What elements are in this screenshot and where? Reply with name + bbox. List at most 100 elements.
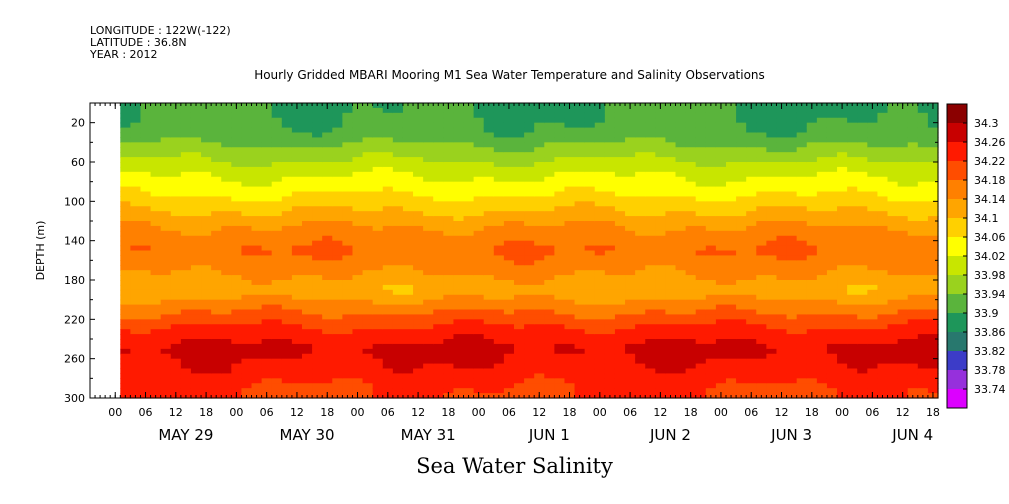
heatmap-cell [736, 216, 747, 222]
heatmap-cell [665, 265, 677, 271]
heatmap-cell [897, 363, 909, 370]
heatmap-cell [534, 294, 545, 301]
heatmap-cell [514, 211, 525, 217]
heatmap-cell [685, 373, 697, 379]
heatmap-cell [261, 250, 273, 257]
heatmap-cell [796, 221, 808, 227]
heatmap-cell [291, 221, 303, 227]
heatmap-cell [524, 225, 535, 232]
heatmap-cell [847, 245, 858, 252]
heatmap-cell [857, 250, 868, 257]
heatmap-cell [554, 112, 566, 119]
heatmap-cell [756, 280, 767, 286]
heatmap-cell [796, 353, 808, 360]
heatmap-cell [584, 280, 596, 286]
heatmap-cell [190, 294, 202, 301]
heatmap-cell [776, 206, 788, 212]
heatmap-cell [766, 132, 778, 139]
heatmap-cell [382, 181, 394, 188]
heatmap-cell [786, 230, 798, 237]
heatmap-cell [655, 324, 667, 330]
heatmap-cell [887, 245, 899, 252]
heatmap-cell [655, 309, 667, 316]
heatmap-cell [776, 339, 788, 345]
heatmap-cell [493, 142, 505, 148]
heatmap-cell [625, 152, 636, 158]
heatmap-cell [170, 225, 182, 232]
heatmap-cell [826, 270, 838, 276]
heatmap-cell [281, 201, 293, 207]
heatmap-cell [847, 162, 858, 168]
heatmap-cell [312, 265, 323, 271]
heatmap-cell [160, 329, 172, 335]
heatmap-cell [776, 324, 788, 330]
heatmap-cell [352, 142, 364, 148]
heatmap-cell [705, 176, 717, 183]
heatmap-cell [695, 181, 707, 188]
heatmap-cell [776, 388, 788, 394]
heatmap-cell [907, 147, 919, 153]
heatmap-cell [826, 373, 838, 379]
heatmap-cell [281, 270, 293, 276]
latitude-label: LATITUDE : 36.8N [90, 36, 187, 49]
heatmap-cell [554, 191, 566, 198]
heatmap-cell [130, 186, 142, 193]
heatmap-cell [332, 107, 343, 114]
heatmap-cell [291, 196, 303, 202]
heatmap-cell [201, 186, 212, 193]
heatmap-cell [877, 166, 889, 173]
heatmap-cell [473, 117, 485, 124]
heatmap-cell [544, 270, 555, 276]
heatmap-cell [564, 289, 576, 296]
heatmap-cell [524, 240, 535, 247]
heatmap-cell [473, 250, 485, 257]
heatmap-cell [413, 112, 424, 119]
heatmap-cell [180, 196, 192, 202]
heatmap-cell [715, 117, 727, 124]
heatmap-cell [645, 240, 656, 247]
heatmap-cell [614, 225, 626, 232]
heatmap-cell [443, 348, 455, 355]
heatmap-cell [493, 319, 505, 325]
heatmap-cell [675, 343, 687, 350]
heatmap-cell [877, 127, 889, 134]
heatmap-cell [857, 206, 868, 212]
heatmap-cell [534, 388, 545, 394]
heatmap-cell [402, 230, 414, 237]
heatmap-cell [907, 235, 919, 242]
heatmap-cell [352, 206, 364, 212]
heatmap-cell [332, 225, 343, 232]
heatmap-cell [867, 314, 879, 320]
heatmap-cell [302, 157, 313, 163]
heatmap-cell [907, 216, 919, 222]
heatmap-cell [291, 255, 303, 261]
heatmap-cell [362, 358, 374, 365]
heatmap-cell [342, 294, 354, 301]
heatmap-cell [685, 157, 697, 163]
heatmap-cell [402, 171, 414, 178]
heatmap-cell [897, 309, 909, 316]
heatmap-cell [776, 147, 788, 153]
heatmap-cell [352, 166, 364, 173]
heatmap-cell [413, 275, 424, 281]
heatmap-cell [231, 368, 243, 375]
heatmap-cell [514, 250, 525, 257]
heatmap-cell [554, 171, 566, 178]
heatmap-cell [826, 171, 838, 178]
heatmap-cell [463, 245, 475, 252]
heatmap-cell [443, 324, 455, 330]
heatmap-cell [302, 280, 313, 286]
heatmap-cell [372, 142, 384, 148]
heatmap-cell [705, 235, 717, 242]
heatmap-cell [231, 255, 243, 261]
heatmap-cell [291, 373, 303, 379]
heatmap-cell [443, 211, 455, 217]
heatmap-cell [736, 299, 747, 306]
heatmap-cell [392, 127, 404, 134]
heatmap-cell [907, 127, 919, 134]
heatmap-cell [524, 339, 535, 345]
heatmap-cell [413, 255, 424, 261]
heatmap-cell [857, 329, 868, 335]
heatmap-cell [433, 162, 444, 168]
heatmap-cell [816, 235, 828, 242]
